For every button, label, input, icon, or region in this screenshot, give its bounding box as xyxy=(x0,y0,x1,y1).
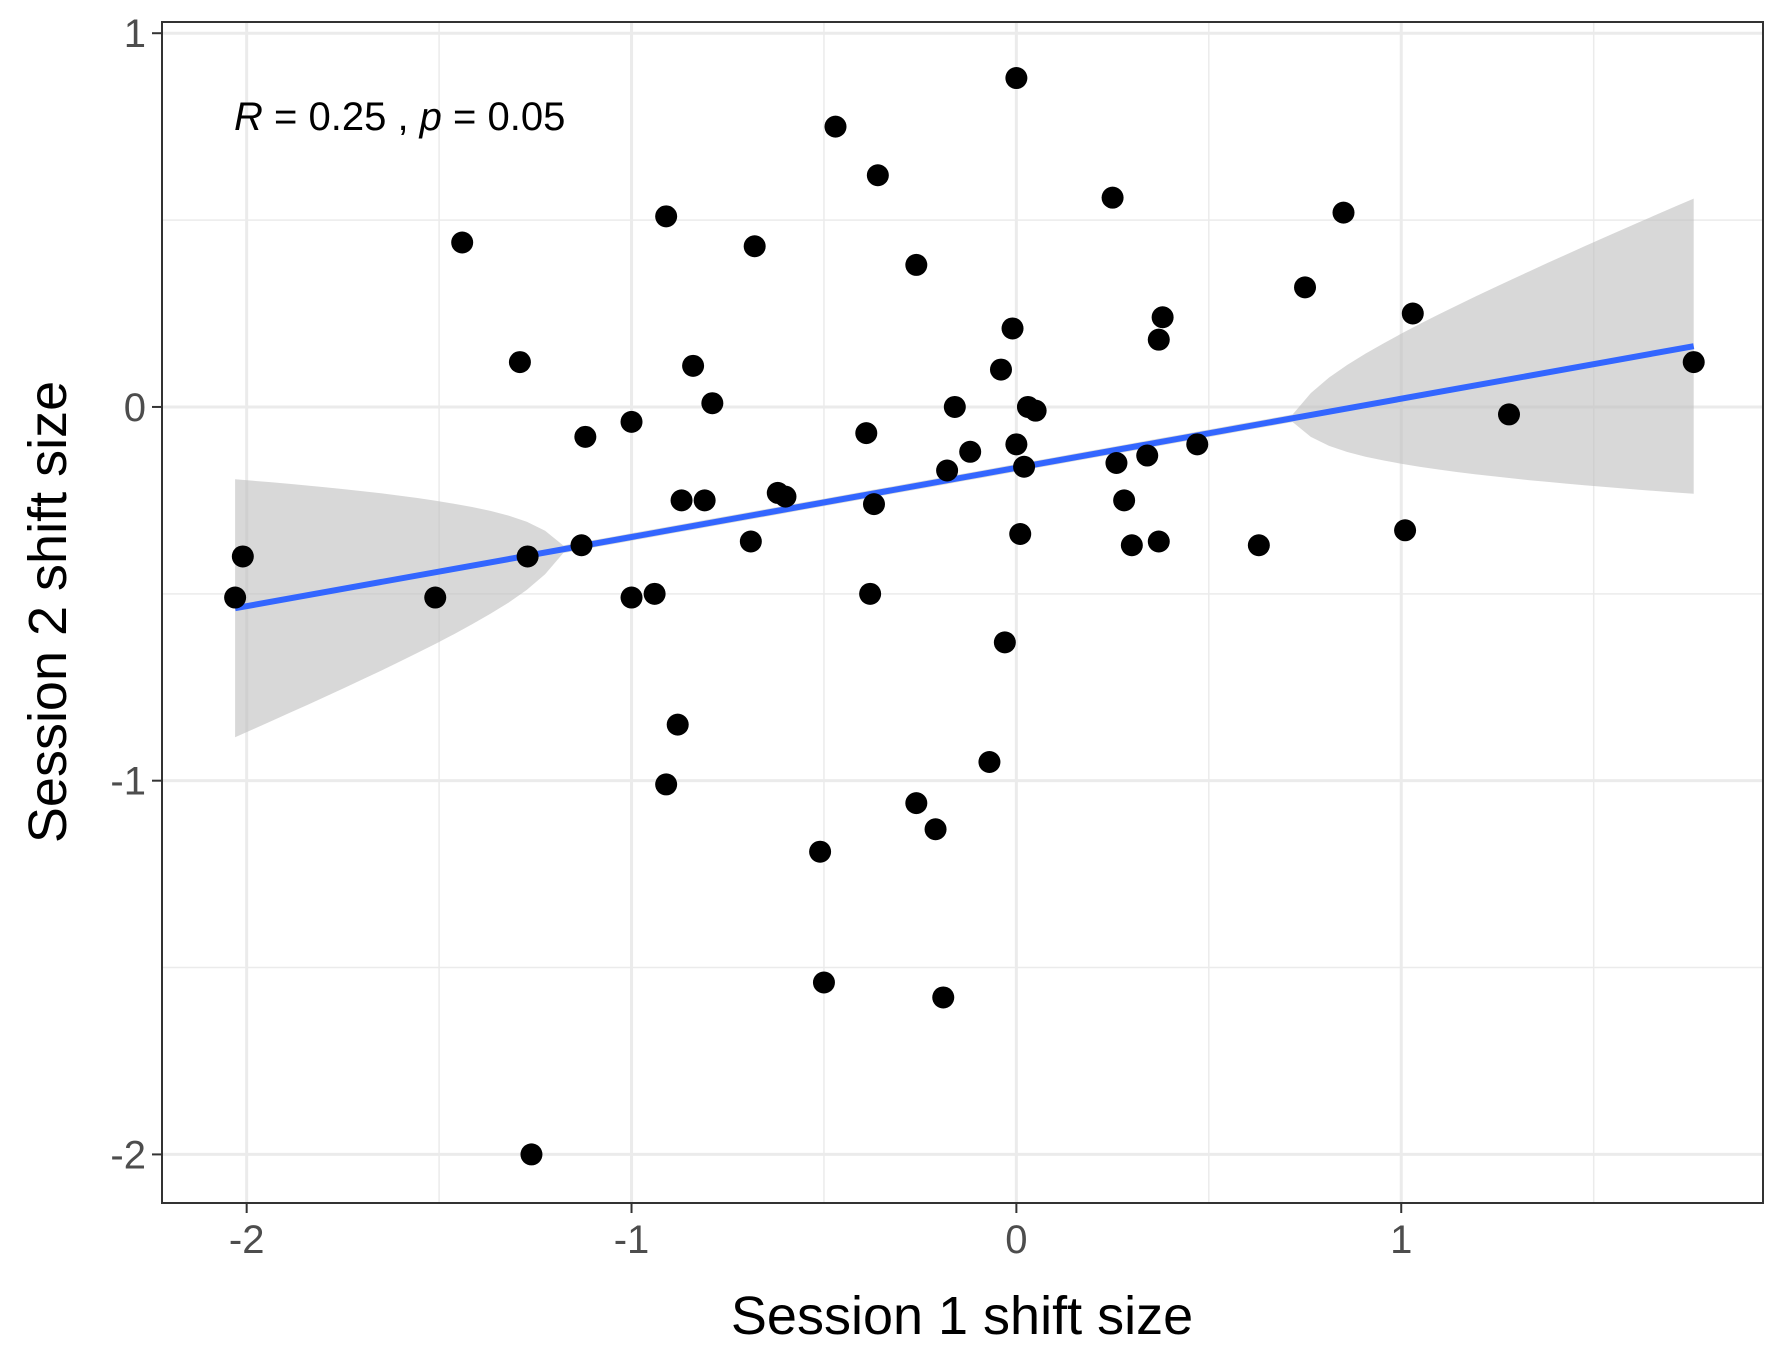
data-point xyxy=(978,750,1001,773)
r-symbol: R xyxy=(234,95,263,139)
data-point xyxy=(1394,519,1417,542)
data-point xyxy=(520,1143,543,1166)
data-point xyxy=(1136,444,1159,467)
data-point xyxy=(620,586,643,609)
y-axis-title: Session 2 shift size xyxy=(18,381,78,843)
data-point xyxy=(989,358,1012,381)
data-point xyxy=(1013,455,1036,478)
data-point xyxy=(905,253,928,276)
data-point xyxy=(739,530,762,553)
x-tick-label: 0 xyxy=(1005,1218,1027,1262)
data-point xyxy=(1005,67,1028,90)
data-point xyxy=(1120,534,1143,557)
data-point xyxy=(516,545,539,568)
data-point xyxy=(643,582,666,605)
data-point xyxy=(1009,523,1032,546)
data-point xyxy=(905,792,928,815)
data-point xyxy=(809,840,832,863)
data-point xyxy=(1005,433,1028,456)
x-tick-label: 1 xyxy=(1390,1218,1412,1262)
data-point xyxy=(508,351,531,374)
p-symbol: p xyxy=(419,95,442,139)
data-point xyxy=(666,713,689,736)
data-point xyxy=(620,410,643,433)
data-point xyxy=(959,440,982,463)
data-point xyxy=(943,395,966,418)
data-point xyxy=(1101,186,1124,209)
data-point xyxy=(224,586,247,609)
data-point xyxy=(812,971,835,994)
data-point xyxy=(862,493,885,516)
data-point xyxy=(451,231,474,254)
data-point xyxy=(1151,306,1174,329)
data-point xyxy=(682,354,705,377)
data-point xyxy=(701,392,724,415)
y-tick-label: 0 xyxy=(124,386,146,430)
data-point xyxy=(1294,276,1317,299)
data-point xyxy=(924,818,947,841)
p-value: = 0.05 xyxy=(442,95,565,139)
data-point xyxy=(824,115,847,138)
data-point xyxy=(570,534,593,557)
data-points xyxy=(224,67,1705,1166)
data-point xyxy=(1401,302,1424,325)
data-point xyxy=(693,489,716,512)
y-axis-ticks: -2 -1 0 1 xyxy=(110,12,162,1177)
data-point xyxy=(424,586,447,609)
x-tick-label: -1 xyxy=(614,1218,650,1262)
y-tick-label: -2 xyxy=(110,1133,146,1177)
data-point xyxy=(1497,403,1520,426)
data-point xyxy=(1105,452,1128,475)
data-point xyxy=(574,425,597,448)
data-point xyxy=(1001,317,1024,340)
data-point xyxy=(993,631,1016,654)
data-point xyxy=(932,986,955,1009)
minor-gridlines xyxy=(162,22,1763,1203)
x-axis-ticks: -2 -1 0 1 xyxy=(229,1203,1412,1262)
data-point xyxy=(231,545,254,568)
x-tick-label: -2 xyxy=(229,1218,265,1262)
data-point xyxy=(1332,201,1355,224)
data-point xyxy=(936,459,959,482)
panel-border xyxy=(161,21,1764,1204)
data-point xyxy=(859,582,882,605)
x-axis-title: Session 1 shift size xyxy=(731,1286,1193,1346)
y-tick-label: 1 xyxy=(124,12,146,56)
data-point xyxy=(774,485,797,508)
data-point xyxy=(855,422,878,445)
data-point xyxy=(1186,433,1209,456)
r-value: = 0.25 , xyxy=(263,95,420,139)
regression-line xyxy=(234,343,1695,612)
data-point xyxy=(1147,530,1170,553)
data-point xyxy=(1247,534,1270,557)
data-point xyxy=(655,773,678,796)
data-point xyxy=(743,235,766,258)
data-point xyxy=(1113,489,1136,512)
y-tick-label: -1 xyxy=(110,760,146,804)
data-point xyxy=(866,164,889,187)
data-point xyxy=(1682,351,1705,374)
correlation-annotation: R = 0.25 , p = 0.05 xyxy=(234,95,565,139)
data-point xyxy=(1147,328,1170,351)
data-point xyxy=(655,205,678,228)
data-point xyxy=(670,489,693,512)
data-point xyxy=(1024,399,1047,422)
